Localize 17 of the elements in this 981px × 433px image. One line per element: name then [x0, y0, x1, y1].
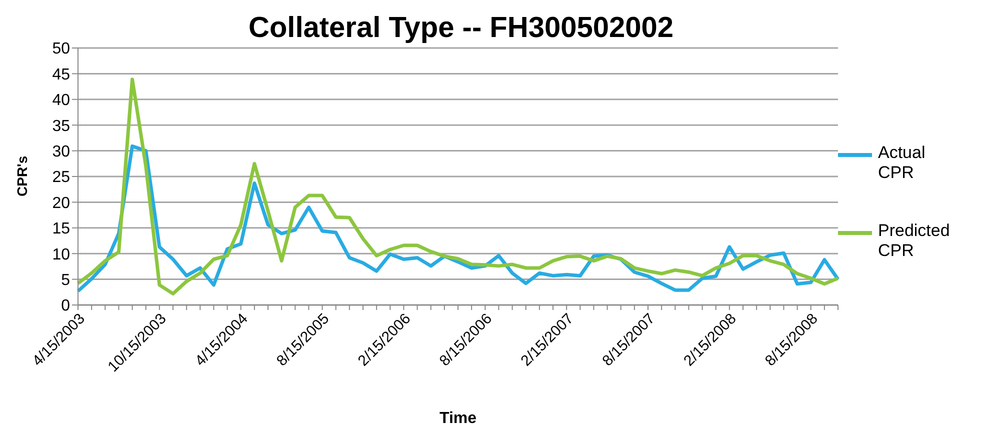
y-tick-label: 5 — [61, 272, 70, 289]
legend-label: Predicted CPR — [878, 220, 951, 260]
y-tick-label: 50 — [52, 40, 70, 58]
y-tick-label: 15 — [52, 220, 70, 238]
y-tick-label: 0 — [61, 298, 70, 315]
legend-label: Actual CPR — [878, 142, 926, 182]
y-tick-label: 40 — [52, 92, 70, 110]
y-tick-label: 20 — [52, 194, 70, 212]
y-axis-title: CPR's — [14, 156, 30, 196]
x-axis-title: Time — [439, 410, 477, 427]
y-tick-label: 10 — [52, 246, 70, 264]
chart-title: Collateral Type -- FH300502002 — [248, 12, 674, 45]
y-tick-label: 35 — [52, 118, 70, 135]
y-tick-label: 30 — [52, 143, 70, 160]
line-series — [76, 78, 840, 296]
y-tick-label: 25 — [52, 169, 70, 186]
y-tick-label: 45 — [52, 66, 70, 84]
